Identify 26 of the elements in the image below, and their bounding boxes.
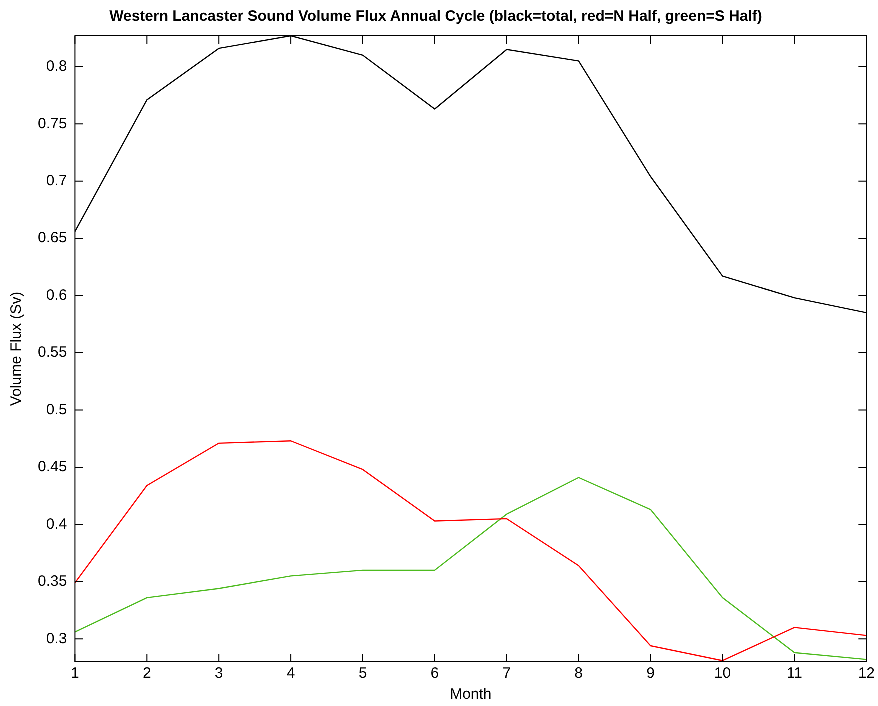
- y-tick-label: 0.5: [46, 401, 68, 418]
- x-tick-label: 7: [502, 665, 512, 682]
- x-tick-label: 8: [574, 665, 584, 682]
- y-tick-label: 0.3: [46, 630, 68, 648]
- y-tick-label: 0.55: [38, 344, 68, 362]
- y-tick-label: 0.65: [38, 230, 68, 247]
- y-tick-label: 0.8: [46, 58, 68, 76]
- x-tick-label: 9: [646, 665, 655, 682]
- x-tick-label: 10: [714, 665, 732, 682]
- y-tick-label: 0.7: [46, 172, 68, 190]
- x-tick-label: 1: [71, 665, 80, 682]
- y-tick-label: 0.45: [38, 458, 68, 476]
- x-tick-label: 2: [142, 665, 152, 682]
- y-tick-label: 0.6: [46, 286, 68, 304]
- x-tick-label: 3: [214, 665, 224, 682]
- x-axis-title: Month: [450, 686, 492, 704]
- x-tick-label: 12: [858, 665, 875, 682]
- y-tick-label: 0.4: [46, 516, 68, 533]
- x-tick-label: 4: [286, 665, 296, 682]
- y-tick-label: 0.35: [38, 573, 68, 590]
- x-tick-label: 5: [358, 665, 368, 682]
- y-tick-label: 0.75: [38, 115, 68, 132]
- x-tick-label: 6: [430, 665, 440, 682]
- y-axis-title: Volume Flux (Sv): [8, 292, 26, 406]
- x-tick-label: 11: [786, 665, 802, 682]
- chart-title: Western Lancaster Sound Volume Flux Annual Cycle (black=total, red=N Half, green=S Half): [110, 8, 762, 26]
